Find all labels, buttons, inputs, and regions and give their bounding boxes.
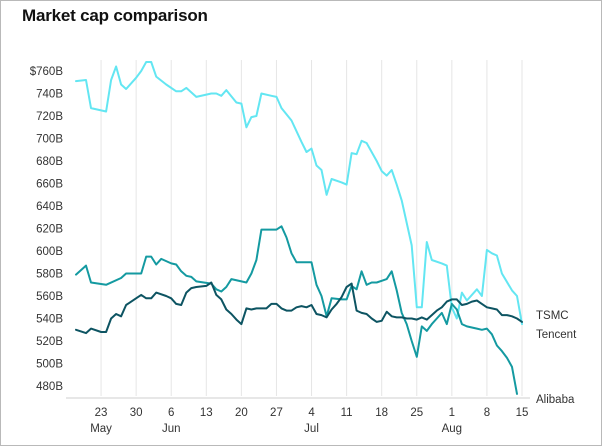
x-month-label: Aug: [442, 423, 462, 435]
x-tick-label: 18: [375, 407, 388, 419]
x-month-label: May: [90, 423, 112, 435]
x-tick-label: 20: [235, 407, 248, 419]
x-tick-label: 30: [130, 407, 143, 419]
x-tick-label: 15: [516, 407, 529, 419]
y-tick-label: 580B: [36, 269, 63, 281]
series-line-alibaba: [75, 281, 523, 335]
y-tick-label: 520B: [36, 336, 63, 348]
y-tick-label: 500B: [36, 359, 63, 371]
y-tick-label: 540B: [36, 314, 63, 326]
y-tick-label: 480B: [36, 381, 63, 393]
y-tick-label: 680B: [36, 156, 63, 168]
y-tick-label: 640B: [36, 201, 63, 213]
x-tick-label: 1: [449, 407, 455, 419]
y-tick-label: 720B: [36, 111, 63, 123]
y-tick-label: 660B: [36, 179, 63, 191]
series-label-tsmc: TSMC: [536, 310, 569, 322]
y-tick-label: 740B: [36, 89, 63, 101]
x-tick-label: 6: [168, 407, 174, 419]
y-tick-label: 700B: [36, 134, 63, 146]
x-tick-label: 23: [95, 407, 108, 419]
x-month-label: Jun: [162, 423, 181, 435]
x-tick-label: 4: [308, 407, 315, 419]
x-tick-label: 25: [410, 407, 423, 419]
y-tick-label: 600B: [36, 246, 63, 258]
series-line-tsmc: [75, 225, 518, 395]
y-tick-label: 620B: [36, 224, 63, 236]
x-tick-label: 11: [341, 407, 353, 419]
series-label-tencent: Tencent: [536, 329, 577, 341]
y-tick-label: 560B: [36, 291, 63, 303]
series-label-alibaba: Alibaba: [536, 394, 575, 406]
x-tick-label: 27: [270, 407, 283, 419]
x-tick-label: 8: [484, 407, 490, 419]
x-tick-label: 13: [200, 407, 213, 419]
chart-title: Market cap comparison: [22, 6, 208, 25]
x-month-label: Jul: [304, 423, 319, 435]
y-tick-label: $760B: [30, 66, 64, 78]
series-line-tencent: [75, 61, 523, 326]
